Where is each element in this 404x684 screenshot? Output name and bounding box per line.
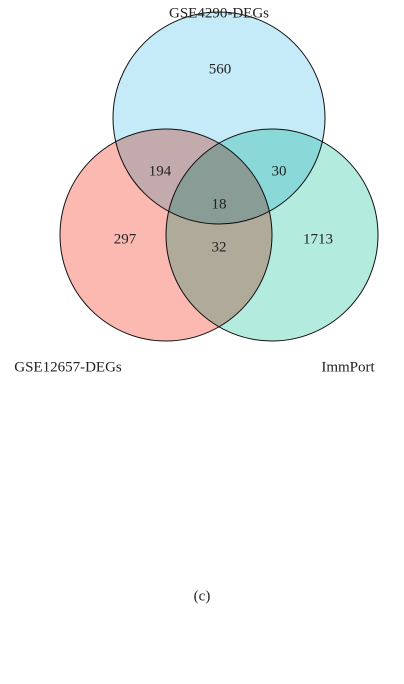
set-circle [165,128,379,342]
caption: (c) [194,588,211,604]
region-count: 30 [272,163,287,179]
region-count: 194 [149,163,172,179]
region-count: 560 [209,61,232,77]
venn-circles [59,11,379,342]
set-label: GSE4290-DEGs [169,5,269,21]
region-count: 297 [114,231,137,247]
region-count: 32 [212,239,227,255]
set-label: GSE12657-DEGs [14,359,122,375]
set-label: ImmPort [321,359,375,375]
region-count: 1713 [303,231,333,247]
region-count: 18 [212,196,227,212]
